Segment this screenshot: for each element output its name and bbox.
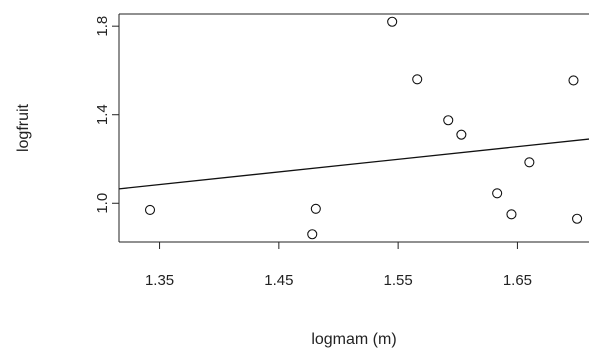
data-point (568, 75, 579, 86)
data-point (506, 209, 517, 220)
data-point (572, 213, 583, 224)
y-axis-label: logfruit (15, 103, 32, 152)
data-point (492, 188, 503, 199)
data-point (307, 229, 318, 240)
x-axis-label: logmam (m) (311, 331, 396, 348)
trendline-group (118, 138, 589, 190)
data-point (144, 204, 156, 215)
data-point (310, 203, 321, 214)
y-tick-label: 1.8 (94, 16, 111, 37)
data-point (412, 74, 423, 85)
y-tick-label: 1.0 (94, 193, 111, 214)
x-tick-label: 1.65 (503, 272, 532, 289)
y-tick-label: 1.4 (94, 104, 111, 125)
regression-line (118, 138, 589, 190)
data-points (144, 16, 583, 240)
x-ticks: 1.35 1.45 1.55 1.65 (145, 242, 532, 289)
x-tick-label: 1.35 (145, 272, 174, 289)
x-tick-label: 1.55 (384, 272, 413, 289)
data-point (456, 129, 467, 140)
data-point (387, 16, 398, 27)
data-point (443, 115, 454, 126)
data-point (524, 157, 535, 168)
y-ticks: 1.0 1.4 1.8 (94, 16, 119, 214)
x-tick-label: 1.45 (264, 272, 293, 289)
axes (118, 13, 589, 243)
